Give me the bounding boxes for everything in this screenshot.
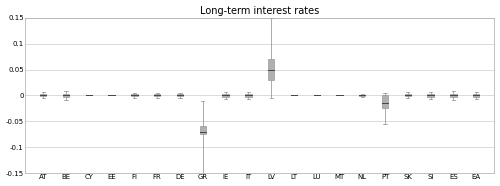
Bar (404, 94, 411, 96)
Bar (200, 126, 206, 134)
Bar (177, 94, 183, 96)
Bar (382, 95, 388, 108)
Title: Long-term interest rates: Long-term interest rates (200, 6, 320, 16)
Bar (473, 94, 480, 97)
Bar (131, 94, 138, 96)
Bar (428, 94, 434, 97)
Bar (40, 94, 46, 96)
Bar (222, 94, 229, 97)
Bar (245, 94, 252, 97)
Bar (154, 94, 160, 96)
Bar (359, 95, 366, 96)
Bar (63, 94, 70, 97)
Bar (450, 94, 456, 97)
Bar (268, 59, 274, 80)
